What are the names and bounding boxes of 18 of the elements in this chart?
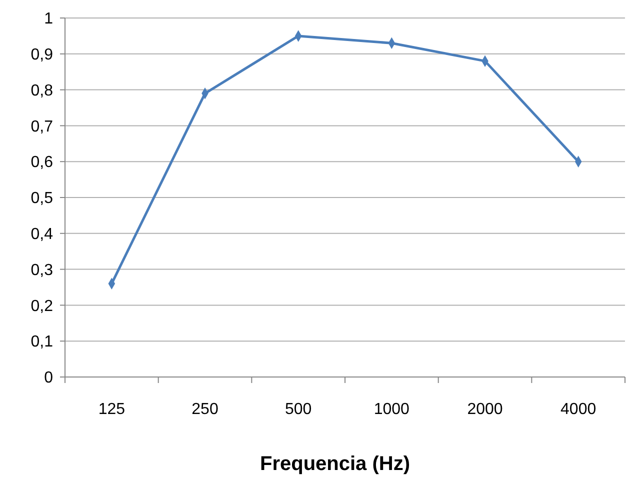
y-tick-label: 0,4: [30, 226, 54, 243]
y-tick-label: 1: [44, 10, 54, 28]
y-tick-label: 0,3: [30, 262, 54, 279]
x-tick-label: 2000: [467, 401, 503, 418]
y-tick-label: 0,8: [30, 82, 54, 100]
y-tick-label: 0,6: [30, 154, 54, 172]
y-tick-label: 0,5: [30, 190, 54, 208]
y-tick-label: 0,7: [30, 118, 54, 136]
y-tick-label: 0,1: [30, 334, 54, 351]
x-tick-label: 1000: [374, 401, 410, 418]
y-tick-label: 0: [44, 370, 54, 387]
y-tick-label: 0,2: [30, 298, 54, 315]
y-tick-label: 0,9: [30, 46, 54, 64]
x-axis-title: Frequencia (Hz): [260, 453, 410, 475]
x-tick-label: 4000: [560, 401, 596, 418]
x-tick-label: 250: [192, 401, 218, 418]
x-tick-label: 125: [98, 401, 126, 418]
x-tick-label: 500: [284, 401, 312, 418]
